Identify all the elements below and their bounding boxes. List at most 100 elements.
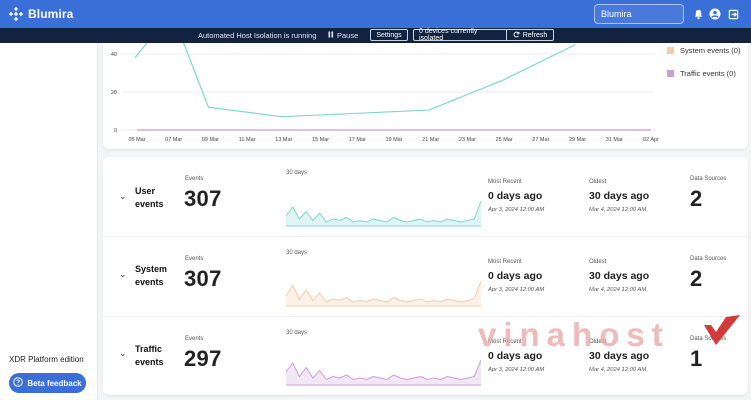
- top-bar: Blumira Blumira: [0, 0, 751, 28]
- most-recent-label: Most Recent: [488, 259, 522, 265]
- brand-logo[interactable]: Blumira: [8, 6, 74, 22]
- data-sources-label: Data Sources: [690, 336, 727, 342]
- watermark-text: vinahost: [478, 316, 670, 353]
- most-recent-value: 0 days ago: [488, 270, 543, 282]
- platform-edition-label: XDR Platform edition: [9, 355, 84, 364]
- data-sources-label: Data Sources: [690, 256, 727, 262]
- x-tick-label: 31 Mar: [606, 137, 623, 143]
- chevron-down-icon[interactable]: ⌄: [119, 348, 127, 358]
- settings-button[interactable]: Settings: [370, 29, 408, 41]
- table-row[interactable]: ⌄ System events Events 307 30 days Most …: [103, 237, 748, 317]
- refresh-button[interactable]: Refresh: [506, 29, 554, 41]
- legend-item-traffic[interactable]: Traffic events (0): [667, 69, 736, 78]
- oldest-label: Oldest: [589, 259, 607, 265]
- pause-label: Pause: [337, 31, 359, 40]
- pause-button[interactable]: Pause: [328, 31, 358, 40]
- events-label: Events: [185, 176, 204, 182]
- sparkline: [286, 200, 481, 227]
- x-tick-label: 07 Mar: [165, 137, 182, 143]
- x-tick-label: 19 Mar: [385, 137, 402, 143]
- oldest-value: 30 days ago: [589, 270, 650, 282]
- pause-icon: [328, 31, 334, 40]
- sparkline-line: [286, 359, 481, 381]
- user-events-line: [134, 43, 576, 118]
- x-tick-label: 27 Mar: [532, 137, 549, 143]
- events-count: 307: [184, 266, 222, 291]
- most-recent-value: 0 days ago: [488, 190, 543, 202]
- table-row[interactable]: ⌄ Traffic events Events 297 30 days Most…: [103, 317, 748, 395]
- legend-swatch: [667, 47, 674, 54]
- x-tick-label: 25 Mar: [496, 137, 513, 143]
- x-tick-label: 29 Mar: [569, 137, 586, 143]
- oldest-date: Mar 4, 2024 12:00 AM: [589, 207, 647, 213]
- most-recent-date: Apr 3, 2024 12:00 AM: [488, 287, 545, 293]
- y-tick-label: 0: [114, 128, 117, 134]
- refresh-icon: [513, 31, 520, 40]
- legend-swatch: [667, 70, 674, 77]
- banner-message: Automated Host Isolation is running: [198, 31, 317, 40]
- x-tick-label: 13 Mar: [275, 137, 292, 143]
- x-tick-label: 05 Mar: [128, 137, 145, 143]
- legend-item-system[interactable]: System events (0): [667, 46, 740, 55]
- sidebar: [0, 43, 98, 400]
- sparkline-area: [286, 201, 481, 226]
- x-tick-label: 09 Mar: [202, 137, 219, 143]
- beta-feedback-label: Beta feedback: [27, 378, 82, 388]
- range-label: 30 days: [286, 330, 308, 336]
- refresh-label: Refresh: [522, 31, 548, 39]
- sparkline-area: [286, 281, 481, 306]
- bell-icon[interactable]: [691, 7, 705, 21]
- oldest-value: 30 days ago: [589, 350, 650, 362]
- events-count: 307: [184, 186, 222, 211]
- events-label: Events: [185, 336, 204, 342]
- chevron-down-icon[interactable]: ⌄: [119, 269, 127, 279]
- logout-icon[interactable]: [726, 7, 740, 21]
- sparkline-area: [286, 360, 481, 385]
- x-tick-label: 21 Mar: [422, 137, 439, 143]
- vinahost-watermark: vinahost: [478, 315, 740, 353]
- oldest-label: Oldest: [589, 339, 607, 345]
- events-trend-chart: 40 20 0 05 Mar 07 Mar 09 Mar 11 Mar 13 Mar 15 Ma…: [111, 43, 659, 143]
- events-count: 297: [184, 346, 222, 371]
- y-tick-label: 40: [111, 52, 117, 58]
- data-sources-label: Data Sources: [690, 176, 727, 182]
- oldest-date: Mar 4, 2024 12:00 AM: [589, 287, 647, 293]
- event-summary-table: ⌄ User events Events 307 30 days Most Re…: [103, 157, 748, 395]
- help-icon: [13, 377, 24, 389]
- legend-label: Traffic events (0): [680, 69, 736, 78]
- range-label: 30 days: [286, 170, 308, 176]
- most-recent-date: Apr 3, 2024 12:00 AM: [488, 207, 545, 213]
- range-label: 30 days: [286, 250, 308, 256]
- checkmark-icon: [704, 315, 740, 345]
- table-row[interactable]: ⌄ User events Events 307 30 days Most Re…: [103, 157, 748, 237]
- most-recent-label: Most Recent: [488, 339, 522, 345]
- most-recent-value: 0 days ago: [488, 350, 543, 362]
- oldest-value: 30 days ago: [589, 190, 650, 202]
- account-icon[interactable]: [708, 7, 722, 21]
- org-selector[interactable]: Blumira: [594, 4, 684, 24]
- sparkline-line: [286, 200, 481, 223]
- row-name: System events: [135, 264, 168, 287]
- data-sources-count: 2: [690, 186, 703, 211]
- most-recent-label: Most Recent: [488, 179, 522, 185]
- sparkline: [286, 280, 481, 307]
- x-tick-label: 11 Mar: [239, 137, 256, 143]
- y-tick-label: 20: [111, 90, 117, 96]
- x-tick-label: 15 Mar: [312, 137, 329, 143]
- most-recent-date: Apr 3, 2024 12:00 AM: [488, 367, 545, 373]
- row-name: User events: [135, 186, 164, 209]
- beta-feedback-button[interactable]: Beta feedback: [9, 373, 86, 393]
- oldest-label: Oldest: [589, 179, 607, 185]
- chevron-down-icon[interactable]: ⌄: [119, 191, 127, 201]
- oldest-date: Mar 4, 2024 12:00 AM: [589, 367, 647, 373]
- blumira-logo-icon: [8, 6, 24, 22]
- isolated-devices-count: 0 devices currently isolated: [413, 28, 507, 42]
- legend-label: System events (0): [680, 46, 741, 55]
- x-tick-label: 17 Mar: [349, 137, 366, 143]
- events-label: Events: [185, 256, 204, 262]
- data-sources-count: 1: [690, 346, 703, 371]
- brand-name: Blumira: [28, 7, 74, 21]
- sparkline: [286, 359, 481, 386]
- sparkline-line: [286, 280, 481, 303]
- row-name: Traffic events: [135, 344, 164, 367]
